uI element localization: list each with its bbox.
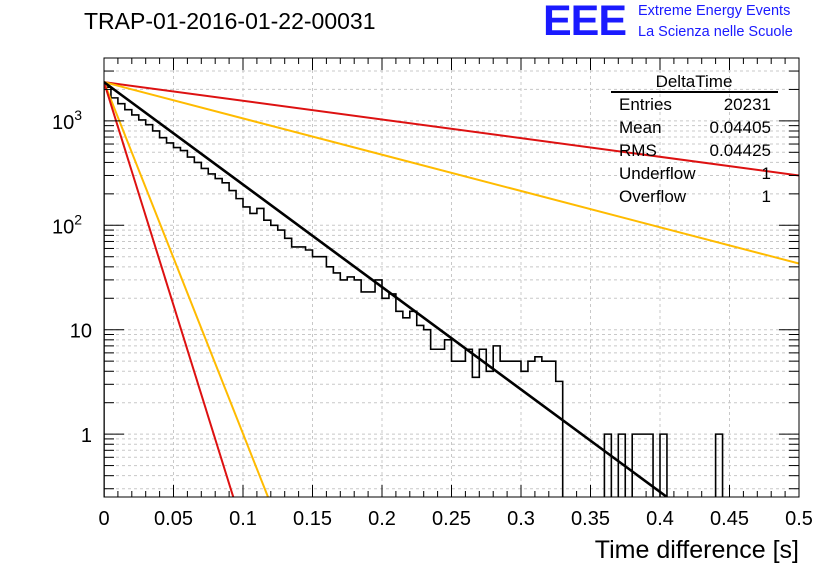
- x-axis-label: Time difference [s]: [595, 536, 799, 564]
- curves: [104, 81, 799, 497]
- y-tick-label: 103: [52, 107, 82, 134]
- x-tick-label: 0.25: [432, 508, 471, 530]
- grid: [104, 57, 799, 497]
- stats-value-underflow: 1: [762, 164, 771, 183]
- stats-value-overflow: 1: [762, 187, 771, 206]
- chart-title: TRAP-01-2016-01-22-00031: [84, 8, 376, 34]
- y-tick-label: 1: [81, 425, 92, 447]
- stats-label-overflow: Overflow: [619, 187, 687, 206]
- x-tick-label: 0: [98, 508, 109, 530]
- axis-ticks: [103, 57, 800, 497]
- x-tick-label: 0.3: [507, 508, 535, 530]
- stats-label-mean: Mean: [619, 118, 662, 137]
- x-tick-label: 0.4: [646, 508, 674, 530]
- x-tick-label: 0.5: [785, 508, 813, 530]
- logo-line-2: La Scienza nelle Scuole: [638, 24, 793, 40]
- x-tick-label: 0.1: [229, 508, 257, 530]
- x-tick-label: 0.35: [571, 508, 610, 530]
- logo-line-1: Extreme Energy Events: [638, 3, 791, 19]
- stats-label-rms: RMS: [619, 141, 657, 160]
- stats-label-entries: Entries: [619, 95, 672, 114]
- stats-value-rms: 0.04425: [710, 141, 771, 160]
- tick-labels: 0 0.05 0.1 0.15 0.2 0.25 0.3 0.35 0.4 0.45 0.5 1 10 1…: [52, 107, 813, 530]
- y-tick-label: 102: [52, 211, 82, 238]
- fit-line-2: [104, 81, 799, 265]
- stats-box: DeltaTime Entries 20231 Mean 0.04405 RMS…: [611, 72, 778, 206]
- fit-line-main: [104, 81, 668, 497]
- fit-line-4: [104, 81, 235, 497]
- x-tick-label: 0.45: [710, 508, 749, 530]
- stats-value-entries: 20231: [724, 95, 771, 114]
- eee-logo: EEE: [543, 0, 627, 45]
- fit-line-1: [104, 81, 799, 177]
- fit-line-3: [104, 81, 269, 497]
- x-tick-label: 0.05: [154, 508, 193, 530]
- histogram-outline: [104, 86, 724, 497]
- stats-value-mean: 0.04405: [710, 118, 771, 137]
- stats-label-underflow: Underflow: [619, 164, 696, 183]
- y-tick-label: 10: [70, 321, 92, 343]
- x-tick-label: 0.15: [293, 508, 332, 530]
- stats-name: DeltaTime: [656, 72, 733, 91]
- x-tick-label: 0.2: [368, 508, 396, 530]
